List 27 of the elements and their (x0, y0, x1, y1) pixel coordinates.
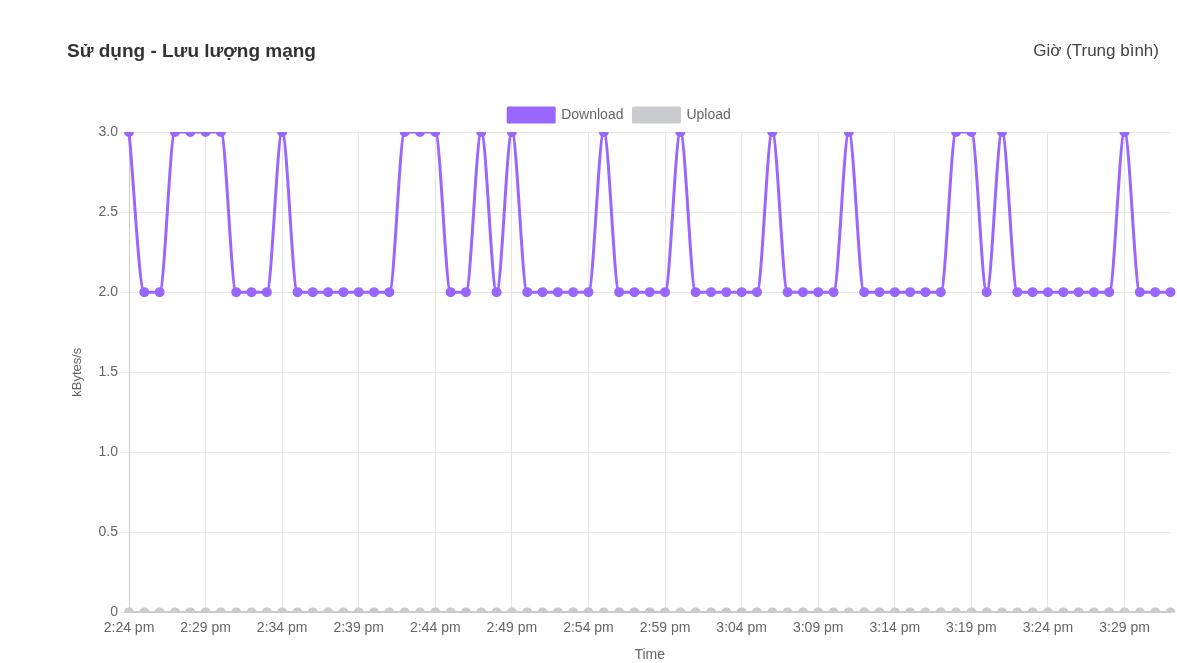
x-tick-label: 2:54 pm (563, 618, 614, 635)
x-tick-label: 2:59 pm (639, 618, 691, 635)
x-tick-label: 2:34 pm (256, 618, 308, 635)
x-tick-label: 2:29 pm (180, 618, 231, 635)
x-tick-label: 2:49 pm (486, 618, 538, 635)
x-tick-label: 3:09 pm (792, 618, 844, 635)
text: Giờ (Trung bình) (1033, 41, 1159, 61)
x-tick-label: 3:04 pm (716, 618, 767, 635)
x-tick-label: 3:24 pm (1022, 618, 1074, 635)
y-tick-label: 2.0 (98, 282, 119, 299)
x-tick-label: 3:29 pm (1099, 618, 1150, 635)
legend-label: Upload (686, 105, 731, 122)
x-tick-label: 3:14 pm (869, 618, 921, 635)
x-tick-label: 2:24 pm (103, 618, 155, 635)
legend-label: Download (561, 105, 624, 122)
y-tick-label: 3.0 (98, 122, 119, 139)
y-tick-label: 2.5 (98, 202, 119, 219)
chart-title: Sử dụng - Lưu lượng mạng (67, 40, 316, 62)
y-tick-label: 0 (110, 603, 119, 620)
x-tick-label: 2:44 pm (410, 618, 461, 635)
x-tick-label: 3:19 pm (946, 618, 997, 635)
x-axis-title: Time (634, 646, 666, 663)
y-tick-label: 1.5 (98, 363, 119, 380)
x-tick-label: 2:39 pm (333, 618, 385, 635)
y-tick-label: 1.0 (98, 443, 119, 460)
y-axis-title: kBytes/s (69, 347, 85, 397)
y-tick-label: 0.5 (98, 523, 119, 540)
